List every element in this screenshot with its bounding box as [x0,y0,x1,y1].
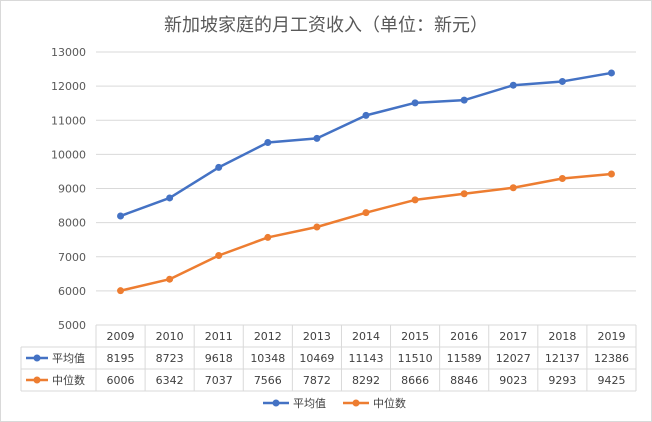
data-point [313,134,321,142]
table-series-name: 中位数 [52,373,85,387]
table-cell-value: 9425 [597,374,625,387]
x-tick-label: 2011 [205,330,233,343]
x-tick-label: 2018 [548,330,576,343]
data-point [215,163,223,171]
table-cell-value: 11143 [349,352,384,365]
y-tick-label: 5000 [58,319,86,332]
data-point [362,111,370,119]
table-cell-value: 9618 [205,352,233,365]
table-cell-value: 12027 [496,352,531,365]
data-point [264,138,272,146]
x-tick-label: 2010 [156,330,184,343]
table-series-name: 平均值 [52,352,85,365]
table-cell-value: 9293 [548,374,576,387]
table-cell-value: 8666 [401,374,429,387]
x-tick-label: 2017 [499,330,527,343]
table-cell-value: 10469 [299,352,334,365]
y-tick-label: 7000 [58,251,86,264]
data-point [460,190,468,198]
data-point [411,99,419,107]
grid [96,51,636,292]
table-cell-value: 8846 [450,374,478,387]
table-cell-value: 8292 [352,374,380,387]
x-tick-label: 2014 [352,330,380,343]
table-cell-value: 7566 [254,374,282,387]
data-point [117,287,125,295]
data-point [509,184,517,192]
legend: 平均值 中位数 [263,396,406,410]
y-tick-label: 8000 [58,217,86,230]
table-cell-value: 9023 [499,374,527,387]
series-line [119,172,613,292]
data-point [166,194,174,202]
table-cell-value: 6006 [107,374,135,387]
x-tick-label: 2012 [254,330,282,343]
table-cell-value: 10348 [250,352,285,365]
y-tick-label: 13000 [51,46,86,59]
legend-marker [272,399,280,407]
plot-area [117,69,615,295]
data-point [215,251,223,259]
table-legend-marker [33,376,41,384]
y-tick-label: 6000 [58,285,86,298]
data-point [411,196,419,204]
table-cell-value: 7037 [205,374,233,387]
table-cell-value: 12386 [594,352,629,365]
y-tick-label: 9000 [58,183,86,196]
data-point [460,96,468,104]
data-point [607,170,615,178]
table-cell-value: 6342 [156,374,184,387]
data-point [362,209,370,217]
x-tick-label: 2015 [401,330,429,343]
data-point [313,223,321,231]
data-point [117,212,125,220]
x-tick-label: 2009 [107,330,135,343]
table-cell-value: 8195 [107,352,135,365]
data-point [264,233,272,241]
table-cell-value: 7872 [303,374,331,387]
y-axis: 5000 6000 7000 8000 9000 10000 11000 12000 13000 [51,46,86,332]
chart-title: 新加坡家庭的月工资收入（单位：新元） [164,15,488,36]
data-point [166,275,174,283]
table-cell-value: 8723 [156,352,184,365]
data-point [607,69,615,77]
legend-marker [352,399,360,407]
table-legend-marker [33,354,41,362]
legend-label: 中位数 [373,396,406,410]
data-point [558,175,566,183]
table-cell-value: 11589 [447,352,482,365]
data-table: 2009 2010 2011 2012 2013 2014 2015 2016 2017 2018… [20,324,637,392]
y-tick-label: 12000 [51,80,86,93]
table-cell-value: 12137 [545,352,580,365]
data-point [558,77,566,85]
y-tick-label: 11000 [51,114,86,127]
table-cell-value: 11510 [398,352,433,365]
legend-label: 平均值 [293,397,326,410]
y-tick-label: 10000 [51,148,86,161]
series-line [119,71,613,218]
x-tick-label: 2019 [597,330,625,343]
x-tick-label: 2013 [303,330,331,343]
x-tick-label: 2016 [450,330,478,343]
data-point [509,81,517,89]
